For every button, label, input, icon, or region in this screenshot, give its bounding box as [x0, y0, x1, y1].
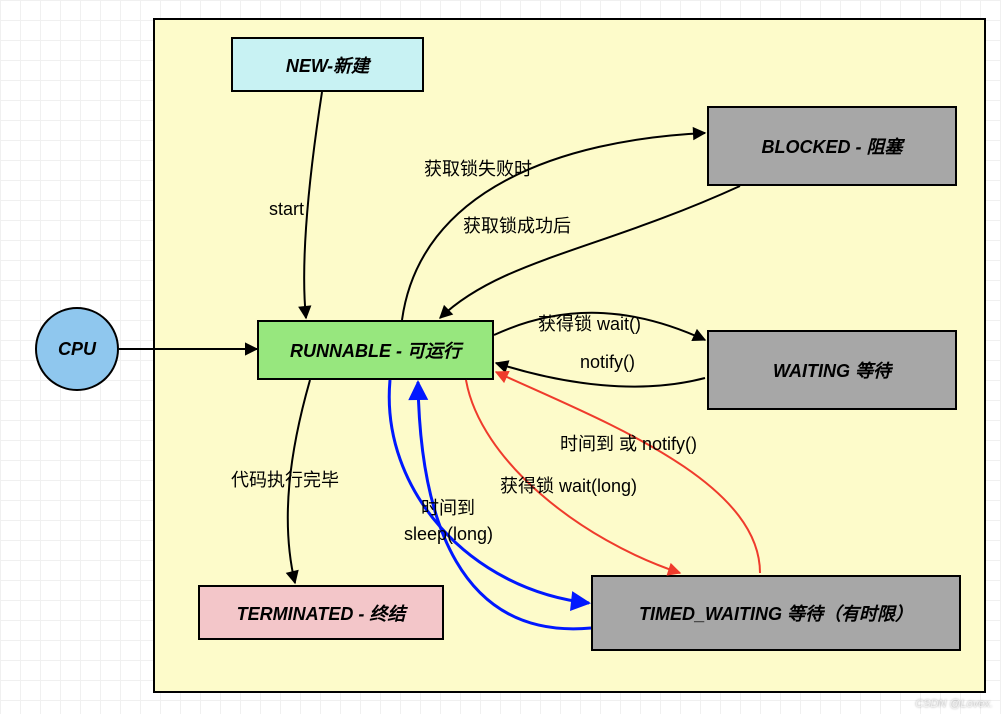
watermark: CSDN @Lovex.	[915, 698, 993, 710]
edge-label-blocked-run: 获取锁成功后	[463, 212, 571, 238]
edge-label-run-timed-red: 获得锁 wait(long)	[500, 472, 637, 498]
cpu-label: CPU	[58, 339, 96, 360]
edge-label-run-terminated: 代码执行完毕	[231, 466, 339, 492]
state-terminated-label: TERMINATED - 终结	[237, 600, 406, 626]
edge-label-run-blocked: 获取锁失败时	[424, 155, 532, 181]
state-waiting-label: WAITING 等待	[773, 357, 891, 383]
edge-label-waiting-run: notify()	[580, 352, 635, 373]
state-new: NEW-新建	[231, 37, 424, 92]
state-blocked: BLOCKED - 阻塞	[707, 106, 957, 186]
cpu-node: CPU	[35, 307, 119, 391]
state-new-label: NEW-新建	[286, 52, 369, 78]
state-runnable: RUNNABLE - 可运行	[257, 320, 494, 380]
state-timed-waiting: TIMED_WAITING 等待（有时限）	[591, 575, 961, 651]
edge-label-run-timed-blue: sleep(long)	[404, 524, 493, 545]
state-timed-waiting-label: TIMED_WAITING 等待（有时限）	[639, 600, 913, 626]
state-blocked-label: BLOCKED - 阻塞	[762, 133, 903, 159]
state-waiting: WAITING 等待	[707, 330, 957, 410]
state-runnable-label: RUNNABLE - 可运行	[290, 337, 461, 363]
edge-label-run-waiting: 获得锁 wait()	[538, 310, 641, 336]
edge-label-new-runnable: start	[269, 199, 304, 220]
state-terminated: TERMINATED - 终结	[198, 585, 444, 640]
edge-label-timed-run-red: 时间到 或 notify()	[560, 430, 697, 456]
edge-label-timed-run-blue: 时间到	[421, 494, 475, 520]
